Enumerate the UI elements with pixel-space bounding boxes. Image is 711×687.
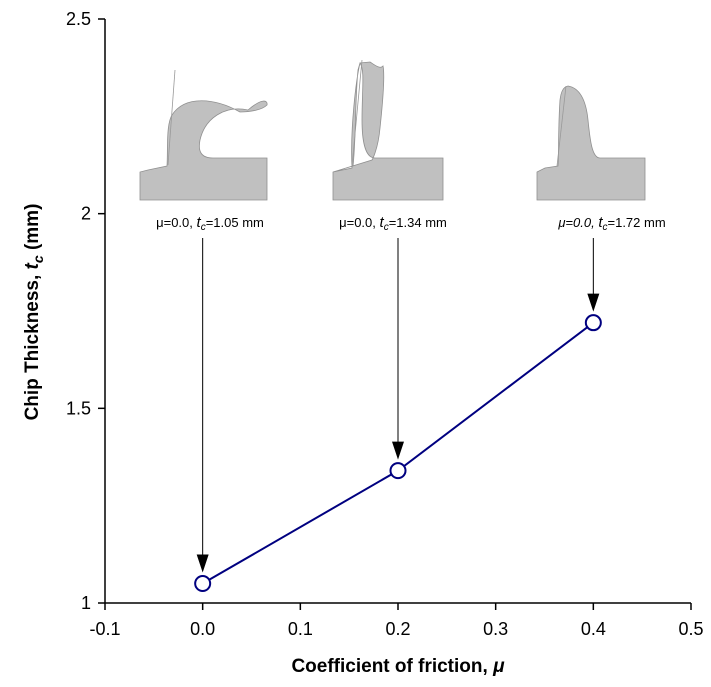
y-axis-label-symbol: t (22, 262, 43, 269)
annotation-sub: c (603, 222, 608, 233)
annotation-rest: =1.72 mm (608, 215, 666, 230)
chip-image (139, 100, 268, 201)
annotation-mu: μ=0.0, (156, 215, 196, 230)
x-axis-label-symbol: μ (492, 656, 505, 677)
arrow-head (392, 441, 404, 460)
data-point (194, 575, 212, 593)
data-point (389, 462, 407, 480)
tool-edge (556, 85, 567, 167)
y-axis-label: Chip Thickness, tc (mm) (22, 204, 46, 421)
data-point (584, 314, 602, 332)
x-tick-label: 0.0 (190, 619, 215, 639)
x-tick-label: 0.4 (581, 619, 606, 639)
annotation-rest: =1.34 mm (389, 215, 447, 230)
annotation-symbol: t (197, 214, 202, 231)
annotation: μ=0.0, tc=1.34 mm (339, 214, 447, 233)
annotation-mu: μ=0.0, (339, 215, 379, 230)
chip-image (536, 85, 646, 201)
y-axis-label-sub: c (30, 255, 46, 263)
annotation: μ=0.0, tc=1.72 mm (557, 214, 665, 233)
annotation: μ=0.0, tc=1.05 mm (156, 214, 264, 233)
annotation-mu: μ=0.0, (557, 215, 598, 230)
y-tick-label: 1.5 (66, 398, 91, 418)
x-tick-label: -0.1 (89, 619, 120, 639)
y-axis-label-text: Chip Thickness, (22, 269, 43, 420)
y-tick-label: 2 (81, 204, 91, 224)
x-axis-label-text: Coefficient of friction, (291, 656, 493, 677)
annotation-sub: c (201, 222, 206, 233)
chip-images (139, 59, 646, 201)
annotation-sub: c (384, 222, 389, 233)
x-tick-label: 0.3 (483, 619, 508, 639)
arrow-head (587, 293, 600, 312)
y-tick-label: 2.5 (66, 9, 91, 29)
chip-image (332, 61, 444, 201)
x-tick-label: 0.5 (678, 619, 703, 639)
annotation-rest: =1.05 mm (206, 215, 264, 230)
y-axis-label-unit: (mm) (22, 204, 43, 256)
tool-edge (167, 69, 176, 166)
annotation-symbol: t (598, 214, 603, 231)
x-axis-label: Coefficient of friction, μ (291, 656, 505, 677)
annotation-symbol: t (380, 214, 385, 231)
tool-edge (351, 59, 363, 167)
y-tick-label: 1 (81, 593, 91, 613)
arrow-head (196, 554, 209, 573)
x-tick-label: 0.2 (385, 619, 410, 639)
x-tick-label: 0.1 (288, 619, 313, 639)
